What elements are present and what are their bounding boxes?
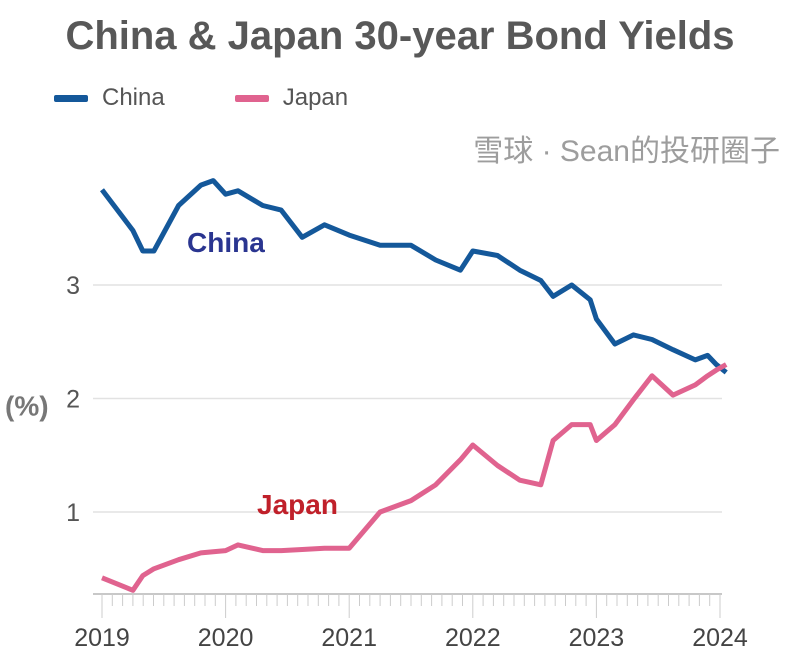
chart-title: China & Japan 30-year Bond Yields <box>65 14 735 58</box>
x-tick-label: 2023 <box>569 624 625 652</box>
legend-item-japan: Japan <box>234 84 349 112</box>
x-tick-label: 2022 <box>445 624 501 652</box>
legend-swatch-china <box>54 94 88 102</box>
x-tick-label: 2019 <box>74 624 130 652</box>
x-tick-label: 2021 <box>321 624 377 652</box>
legend-swatch-japan <box>234 94 269 102</box>
annotation-china: China <box>187 227 265 258</box>
legend: China Japan <box>54 84 348 112</box>
series-line-japan <box>101 362 728 593</box>
watermark: 雪球 · Sean的投研圈子 <box>473 135 780 168</box>
y-axis-label: (%) <box>5 391 49 422</box>
x-tick-label: 2020 <box>198 624 254 652</box>
x-tick-label: 2024 <box>692 624 748 652</box>
legend-label-japan: Japan <box>282 84 349 111</box>
series-line-china <box>100 178 728 375</box>
legend-item-china: China <box>54 84 165 112</box>
legend-label-china: China <box>102 84 165 111</box>
y-tick-label: 1 <box>66 499 80 527</box>
y-tick-label: 2 <box>66 386 80 414</box>
annotation-japan: Japan <box>257 489 338 520</box>
y-tick-label: 3 <box>66 272 80 300</box>
